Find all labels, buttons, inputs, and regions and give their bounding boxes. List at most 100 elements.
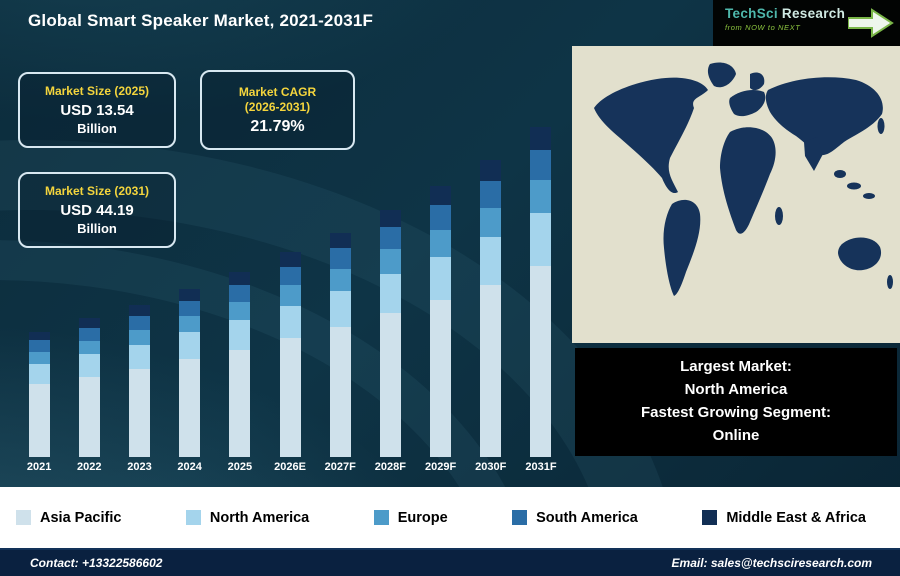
highlight-line: North America (684, 381, 788, 399)
bar-segment-north-america (530, 212, 552, 266)
bar-segment-asia-pacific (229, 349, 251, 457)
stacked-bar-2028F (379, 209, 401, 457)
bar-segment-asia-pacific (379, 313, 401, 457)
x-axis-labels: 2021 2022 2023 2024 2025 2026E 2027F 2028F 2029F… (14, 461, 566, 473)
legend-swatch (512, 510, 528, 525)
stacked-bar-2022 (78, 318, 100, 457)
stat-box-cagr: Market CAGR (2026-2031) 21.79% (200, 70, 355, 150)
bar-group-2030F (466, 127, 516, 457)
bar-segment-asia-pacific (329, 326, 351, 457)
bar-segment-south-america (179, 300, 201, 316)
bar-segment-middle-east-africa (480, 160, 502, 181)
page-title: Global Smart Speaker Market, 2021-2031F (28, 11, 374, 30)
bar-segment-north-america (179, 332, 201, 360)
x-axis-label: 2021 (26, 461, 52, 473)
stacked-bar-2023 (128, 305, 150, 457)
legend-swatch (185, 510, 201, 525)
bar-segment-europe (480, 207, 502, 238)
legend-label: South America (536, 509, 638, 526)
x-axis-label: 2031F (525, 461, 557, 473)
logo-arrow-icon (848, 8, 894, 38)
bar-segment-europe (229, 301, 251, 321)
bar-segment-middle-east-africa (379, 209, 401, 227)
bar-segment-europe (128, 329, 150, 345)
continent-south-america (663, 199, 701, 296)
island-japan (877, 118, 885, 134)
bar-group-2027F (315, 127, 365, 457)
legend-item-asia-pacific: Asia Pacific (16, 510, 121, 526)
bar-segment-north-america (480, 237, 502, 285)
bar-group-2022 (64, 127, 114, 457)
bar-segment-south-america (78, 328, 100, 341)
legend-swatch (702, 510, 718, 525)
bar-group-2026E (265, 127, 315, 457)
bar-group-2023 (114, 127, 164, 457)
map-continents (594, 62, 893, 296)
bar-segment-middle-east-africa (179, 288, 201, 301)
continent-north-america (594, 77, 708, 194)
bar-segment-asia-pacific (128, 368, 150, 457)
logo-wordmark: TechSci Research (725, 6, 890, 21)
island-se-asia-1 (834, 170, 846, 178)
bar-segment-south-america (430, 205, 452, 230)
bar-segment-north-america (430, 256, 452, 301)
bar-segment-north-america (28, 364, 50, 385)
bar-segment-middle-east-africa (229, 272, 251, 286)
stat-value: USD 13.54 (60, 102, 134, 119)
stat-label: Market Size (2031) (44, 184, 150, 198)
stat-box-market-size-2025: Market Size (2025) USD 13.54 Billion (18, 72, 176, 148)
logo-wordmark-secondary: Research (777, 6, 846, 21)
legend-item-europe: Europe (373, 510, 448, 526)
x-axis-label: 2025 (227, 461, 253, 473)
footer-bar: Contact: +13322586602 Email: sales@techs… (0, 548, 900, 576)
bar-segment-europe (379, 249, 401, 274)
techsci-logo[interactable]: TechSci Research from NOW to NEXT (713, 0, 900, 46)
bar-segment-asia-pacific (480, 284, 502, 457)
legend-swatch (373, 510, 389, 525)
bar-segment-asia-pacific (279, 338, 301, 457)
bar-segment-europe (78, 340, 100, 355)
bar-segment-asia-pacific (179, 359, 201, 457)
x-axis-label: 2030F (475, 461, 507, 473)
bar-segment-middle-east-africa (329, 232, 351, 249)
bar-segment-north-america (279, 305, 301, 339)
bar-segment-middle-east-africa (78, 318, 100, 329)
x-axis-label: 2027F (324, 461, 356, 473)
bar-segment-europe (530, 179, 552, 213)
bar-group-2021 (14, 127, 64, 457)
bar-segment-north-america (229, 320, 251, 350)
stacked-bar-2031F (530, 127, 552, 457)
bar-segment-asia-pacific (530, 265, 552, 457)
bar-group-2031F (516, 127, 566, 457)
bar-segment-middle-east-africa (530, 127, 552, 151)
world-map (572, 46, 900, 343)
legend-item-middle-east-africa: Middle East & Africa (702, 510, 866, 526)
highlight-line: Fastest Growing Segment: (640, 404, 832, 421)
island-se-asia-3 (863, 193, 875, 199)
legend-label: Asia Pacific (40, 509, 122, 526)
bar-group-2028F (365, 127, 415, 457)
island-greenland (707, 62, 736, 88)
bar-segment-south-america (480, 180, 502, 208)
x-axis-label: 2022 (77, 461, 102, 473)
bar-segment-europe (430, 229, 452, 257)
island-se-asia-2 (847, 182, 861, 190)
stacked-bar-2027F (329, 232, 351, 457)
bar-group-2025 (215, 127, 265, 457)
island-madagascar (775, 207, 783, 225)
island-new-zealand (887, 275, 893, 289)
bar-segment-middle-east-africa (279, 252, 301, 267)
region-india (804, 137, 823, 171)
logo-wordmark-primary: TechSci (725, 6, 778, 21)
bar-segment-south-america (379, 226, 401, 250)
region-scandinavia (750, 72, 765, 91)
logo-tagline: from NOW to NEXT (725, 23, 801, 32)
stat-value: USD 44.19 (60, 202, 134, 219)
continent-europe (729, 90, 766, 117)
continent-asia (765, 77, 883, 156)
bar-segment-south-america (279, 266, 301, 286)
footer-email[interactable]: Email: sales@techsciresearch.com (671, 556, 872, 570)
continent-africa (720, 127, 776, 234)
stacked-bar-2029F (430, 186, 452, 457)
